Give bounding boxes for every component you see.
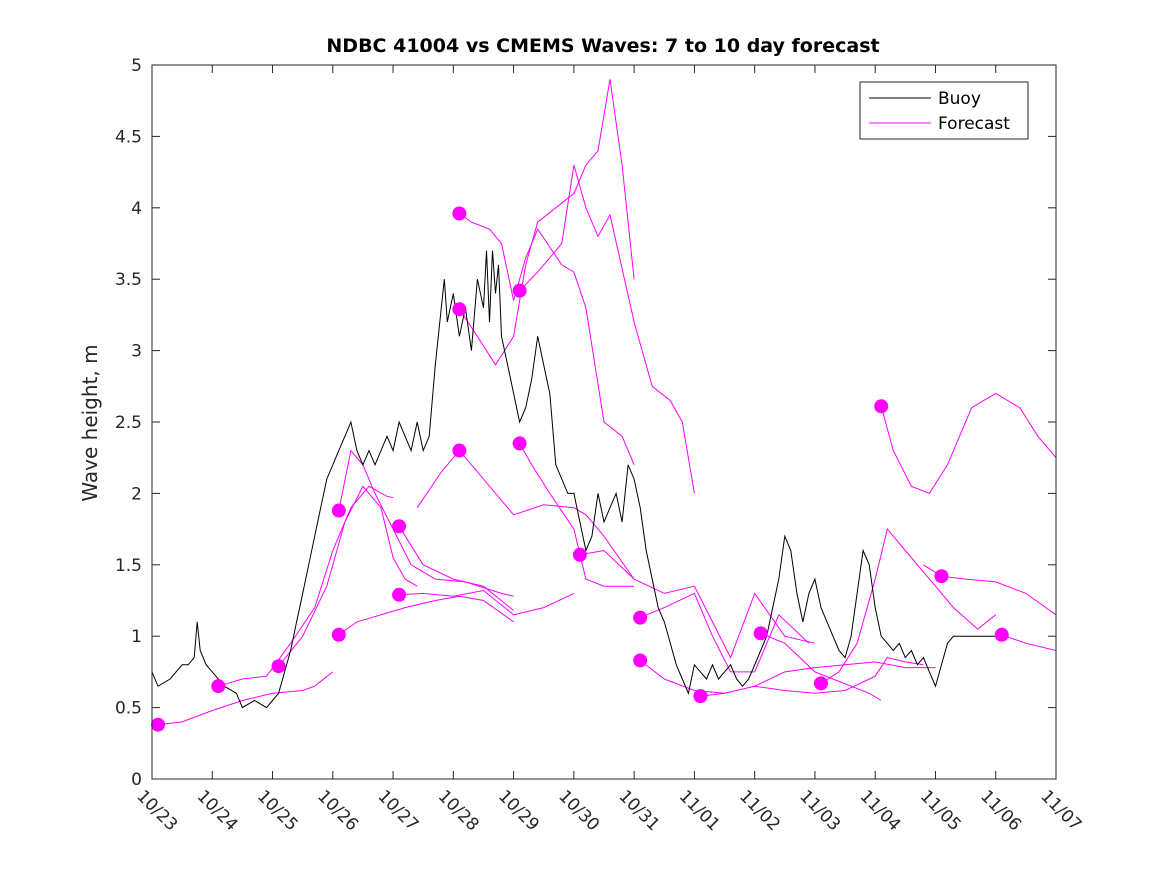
forecast-start-marker: [813, 676, 828, 691]
y-tick-label: 4: [131, 199, 142, 219]
y-tick-label: 3.5: [115, 270, 142, 290]
forecast-line: [278, 485, 418, 667]
buoy-line: [151, 250, 1008, 709]
forecast-line: [338, 595, 514, 636]
forecast-line: [760, 632, 882, 701]
forecast-start-marker: [512, 436, 527, 451]
forecast-line: [639, 660, 936, 694]
forecast-start-marker: [452, 206, 467, 221]
forecast-line: [398, 525, 514, 611]
forecast-start-marker: [211, 679, 226, 694]
forecast-line: [640, 592, 810, 673]
legend-box: [859, 81, 1029, 140]
forecast-line: [416, 449, 635, 580]
forecast-line: [579, 549, 816, 659]
forecast-start-marker: [994, 627, 1009, 642]
y-tick-label: 1.5: [115, 556, 142, 576]
forecast-line: [700, 657, 924, 697]
forecast-start-marker: [392, 519, 407, 534]
forecast-line: [338, 449, 514, 597]
y-tick-label: 1: [131, 627, 142, 647]
forecast-start-marker: [512, 283, 527, 298]
forecast-start-marker: [572, 547, 587, 562]
forecast-line: [880, 392, 1057, 495]
forecast-line: [218, 485, 394, 687]
forecast-line: [820, 528, 997, 684]
forecast-start-marker: [633, 610, 648, 625]
forecast-line: [458, 79, 635, 366]
y-tick-label: 0: [131, 770, 142, 790]
y-tick-label: 3: [131, 342, 142, 362]
y-tick-label: 4.5: [115, 127, 142, 147]
plot-area: [151, 79, 1057, 732]
forecast-start-marker: [934, 569, 949, 584]
forecast-start-marker: [331, 503, 346, 518]
y-tick-label: 5: [131, 56, 142, 76]
legend-buoy-label: Buoy: [938, 89, 981, 109]
forecast-start-marker: [633, 653, 648, 668]
forecast-start-marker: [151, 717, 166, 732]
forecast-start-marker: [392, 587, 407, 602]
y-axis-label: Wave height, m: [78, 344, 102, 501]
forecast-line: [1001, 634, 1057, 651]
forecast-start-marker: [271, 659, 286, 674]
chart-title: NDBC 41004 vs CMEMS Waves: 7 to 10 day f…: [326, 35, 879, 57]
forecast-start-marker: [753, 626, 768, 641]
y-tick-label: 0.5: [115, 699, 142, 719]
forecast-start-marker: [874, 399, 889, 414]
forecast-line: [519, 164, 695, 494]
forecast-start-marker: [452, 302, 467, 317]
forecast-start-marker: [693, 689, 708, 704]
forecast-line: [157, 671, 334, 726]
forecast-line: [399, 589, 575, 616]
forecast-start-marker: [331, 627, 346, 642]
forecast-line: [459, 213, 635, 465]
forecast-start-marker: [452, 443, 467, 458]
legend: Buoy Forecast: [859, 81, 1029, 140]
y-tick-label: 2.5: [115, 413, 142, 433]
legend-forecast-label: Forecast: [938, 114, 1010, 134]
y-tick-label: 2: [131, 484, 142, 504]
forecast-line: [519, 443, 635, 587]
